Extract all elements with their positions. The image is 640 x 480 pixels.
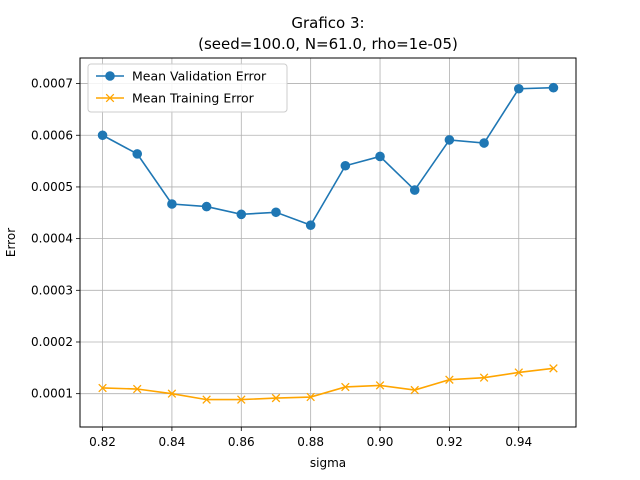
data-point: [445, 375, 454, 384]
grid-lines: [80, 58, 576, 427]
data-point: [202, 395, 211, 404]
x-axis: 0.82 0.84 0.86 0.88 0.90 0.92 0.94: [89, 427, 532, 449]
y-axis-label: Error: [4, 228, 18, 257]
data-point: [410, 385, 419, 395]
x-tick-label: 0.90: [367, 435, 394, 449]
data-point: [271, 207, 281, 218]
data-point: [513, 83, 524, 94]
chart-title: Grafico 3: (seed=100.0, N=61.0, rho=1e-0…: [198, 14, 458, 53]
series-training: [98, 364, 558, 404]
series-line: [102, 367, 554, 401]
legend-label: Mean Training Error: [132, 91, 255, 106]
chart-title-line-1: Grafico 3:: [291, 14, 364, 32]
x-tick-label: 0.86: [228, 435, 255, 449]
data-point: [375, 151, 385, 162]
data-point: [479, 373, 489, 382]
data-point: [444, 135, 455, 145]
data-point: [341, 382, 350, 392]
legend-item: Mean Validation Error: [96, 69, 267, 84]
x-tick-label: 0.82: [89, 435, 116, 449]
data-point: [479, 138, 489, 148]
x-tick-label: 0.94: [505, 435, 532, 449]
legend-box: [87, 63, 288, 113]
legend-item: Mean Training Error: [96, 91, 255, 106]
x-axis-label: sigma: [310, 456, 346, 470]
series-layer: [97, 82, 559, 404]
y-tick-label: 0.0004: [31, 232, 73, 246]
y-tick-label: 0.0003: [31, 283, 73, 297]
data-point: [97, 130, 108, 141]
data-point: [132, 149, 143, 159]
legend: Mean Validation Error Mean Training Error: [87, 63, 288, 113]
data-point: [409, 185, 420, 195]
y-tick-label: 0.0007: [31, 77, 73, 91]
data-point: [514, 368, 524, 377]
y-axis: 0.0001 0.0002 0.0003 0.0004 0.0005 0.0006 0.00…: [31, 77, 80, 401]
y-tick-label: 0.0001: [31, 387, 73, 401]
data-point: [236, 209, 247, 220]
data-point: [132, 384, 142, 394]
series-line: [102, 86, 554, 227]
data-point: [548, 82, 559, 93]
data-point: [305, 220, 316, 230]
data-point: [340, 160, 351, 171]
data-point: [167, 389, 177, 398]
data-point: [167, 199, 177, 209]
data-point: [375, 381, 385, 390]
data-point: [271, 393, 281, 403]
data-point: [306, 392, 315, 402]
series-validation: [97, 82, 559, 230]
legend-label: Mean Validation Error: [132, 69, 267, 84]
x-tick-label: 0.84: [159, 435, 186, 449]
data-point: [549, 364, 558, 373]
x-tick-label: 0.92: [436, 435, 463, 449]
chart-title-line-2: (seed=100.0, N=61.0, rho=1e-05): [198, 35, 458, 53]
legend-marker: [105, 93, 115, 103]
x-tick-label: 0.88: [297, 435, 324, 449]
data-point: [201, 201, 212, 212]
y-tick-label: 0.0006: [31, 128, 73, 142]
y-tick-label: 0.0005: [31, 180, 73, 194]
legend-marker: [105, 71, 115, 81]
y-tick-label: 0.0002: [31, 335, 73, 349]
data-point: [98, 383, 107, 393]
plot-area-frame: [79, 57, 577, 428]
data-point: [237, 395, 246, 404]
